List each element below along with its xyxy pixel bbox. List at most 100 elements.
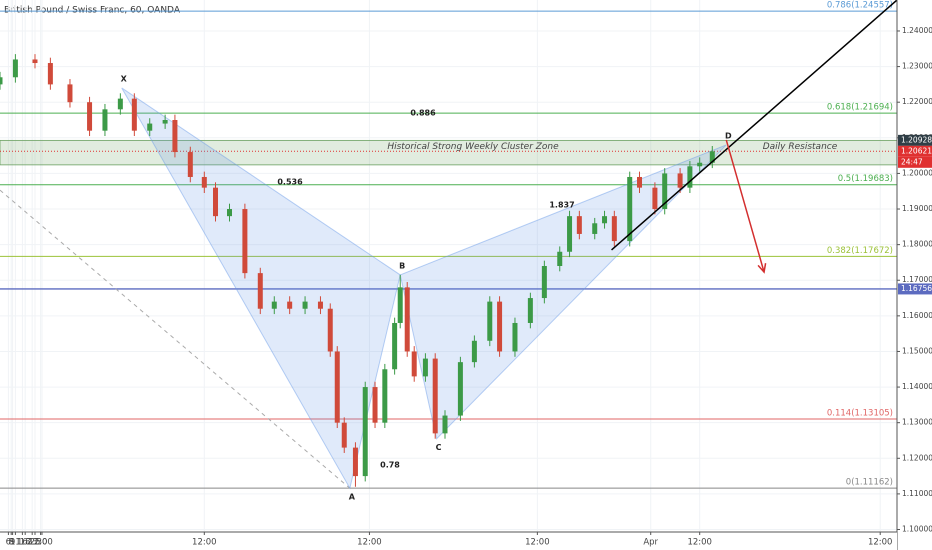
candle-body xyxy=(47,63,53,85)
candle-body xyxy=(627,176,633,242)
x-tick-label: 8 xyxy=(8,538,13,548)
y-tick-label: 1.17000 xyxy=(902,275,932,284)
candle-body xyxy=(12,59,18,78)
x-tick-label: 9 xyxy=(10,538,15,548)
x-tick-label: 25 xyxy=(30,538,41,548)
candle-body xyxy=(147,123,153,131)
candle-body xyxy=(411,351,417,377)
y-tick-label: 1.24000 xyxy=(902,26,932,35)
pattern-ratio: 1.837 xyxy=(549,201,574,210)
candle-body xyxy=(201,176,207,188)
support-text: 1.16756 xyxy=(901,284,932,293)
countdown-text: 24:47 xyxy=(901,157,923,166)
candle-body xyxy=(67,84,73,103)
candle-body xyxy=(287,301,293,309)
candle-body xyxy=(302,301,308,309)
candle-body xyxy=(131,98,137,131)
candle-body xyxy=(187,152,193,177)
zone-top-text: 1.20928 xyxy=(901,135,932,144)
pattern-point-label: C xyxy=(436,443,442,452)
candle-body xyxy=(432,358,438,434)
y-tick-label: 1.19000 xyxy=(902,204,932,213)
zone-right-text: Daily Resistance xyxy=(763,142,838,152)
candle-body xyxy=(317,301,323,309)
fib-label: 0.618(1.21694) xyxy=(827,103,893,113)
zone-top-box xyxy=(898,134,932,146)
x-tick-label: 12:00 xyxy=(687,538,712,548)
candle-body xyxy=(172,120,178,153)
x-tick-label: 12:00 xyxy=(192,538,217,548)
price-axis-bg xyxy=(897,0,932,550)
candle-body xyxy=(602,216,608,224)
x-tick-label: 16 xyxy=(17,538,28,548)
candle-body xyxy=(327,308,333,352)
trend-line xyxy=(611,0,898,251)
y-tick-label: 1.16000 xyxy=(902,311,932,320)
candle-body xyxy=(271,301,277,309)
y-tick-label: 1.15000 xyxy=(902,346,932,355)
candle-body xyxy=(341,422,347,448)
candle-body xyxy=(487,301,493,341)
candle-body xyxy=(404,287,410,352)
x-tick-label: 6 xyxy=(6,538,11,548)
candle-body xyxy=(662,173,668,210)
candle-body xyxy=(611,216,617,242)
candle-body xyxy=(652,187,658,210)
candle-body xyxy=(226,209,232,217)
candle-body xyxy=(677,173,683,188)
time-axis-bg xyxy=(0,532,897,550)
pattern-point-label: X xyxy=(121,74,128,83)
candle-body xyxy=(709,151,715,163)
candle-body xyxy=(382,369,388,423)
x-tick-label: 12:00 xyxy=(525,538,550,548)
pattern-point-label: D xyxy=(725,131,732,140)
pattern-ratio: 0.886 xyxy=(410,109,436,118)
projection-arrow xyxy=(725,139,767,274)
candle-body xyxy=(457,362,463,416)
y-tick-label: 1.18000 xyxy=(902,240,932,249)
candle-body xyxy=(213,187,219,217)
x-tick-label: 12:00 xyxy=(28,538,53,548)
candle-body xyxy=(442,415,448,434)
candle-body xyxy=(637,176,643,188)
candle-body xyxy=(352,447,358,477)
candle-body xyxy=(242,209,248,274)
candle-body xyxy=(576,216,582,234)
candle-body xyxy=(362,387,368,477)
y-tick-label: 1.22000 xyxy=(902,97,932,106)
candle-body xyxy=(102,109,108,131)
candle-body xyxy=(372,387,378,423)
candle-body xyxy=(257,273,263,309)
candle-body xyxy=(471,340,477,363)
candle-body xyxy=(422,358,428,377)
candle-body xyxy=(117,98,123,110)
cluster-zone xyxy=(0,139,898,166)
candle-body xyxy=(541,266,547,299)
x-tick-label: 12:00 xyxy=(868,538,893,548)
pattern-ratio: 0.536 xyxy=(277,178,303,187)
fib-label: 0.114(1.13105) xyxy=(827,408,893,418)
x-tick-label: 18 xyxy=(20,538,31,548)
pattern-triangle xyxy=(399,144,727,440)
countdown-box xyxy=(898,156,932,168)
candle-body xyxy=(567,216,573,252)
candle-body xyxy=(397,287,403,323)
fib-label: 0.382(1.17672) xyxy=(827,246,893,256)
candle-body xyxy=(392,322,398,370)
fib-label: 0.5(1.19683) xyxy=(838,174,893,184)
y-tick-label: 1.12000 xyxy=(902,453,932,462)
y-tick-label: 1.13000 xyxy=(902,418,932,427)
fib-label: 0(1.11162) xyxy=(846,478,893,488)
candle-body xyxy=(687,166,693,188)
candle-body xyxy=(162,120,168,124)
y-tick-label: 1.10000 xyxy=(902,525,932,534)
pattern-point-label: B xyxy=(399,261,405,270)
x-tick-label: 11 xyxy=(10,538,21,548)
zone-label: Historical Strong Weekly Cluster Zone xyxy=(387,142,559,152)
candle-body xyxy=(497,301,503,352)
candle-body xyxy=(697,162,703,167)
candle-body xyxy=(592,223,598,234)
candle-body xyxy=(87,102,93,131)
pattern-ratio: 0.78 xyxy=(380,461,400,470)
